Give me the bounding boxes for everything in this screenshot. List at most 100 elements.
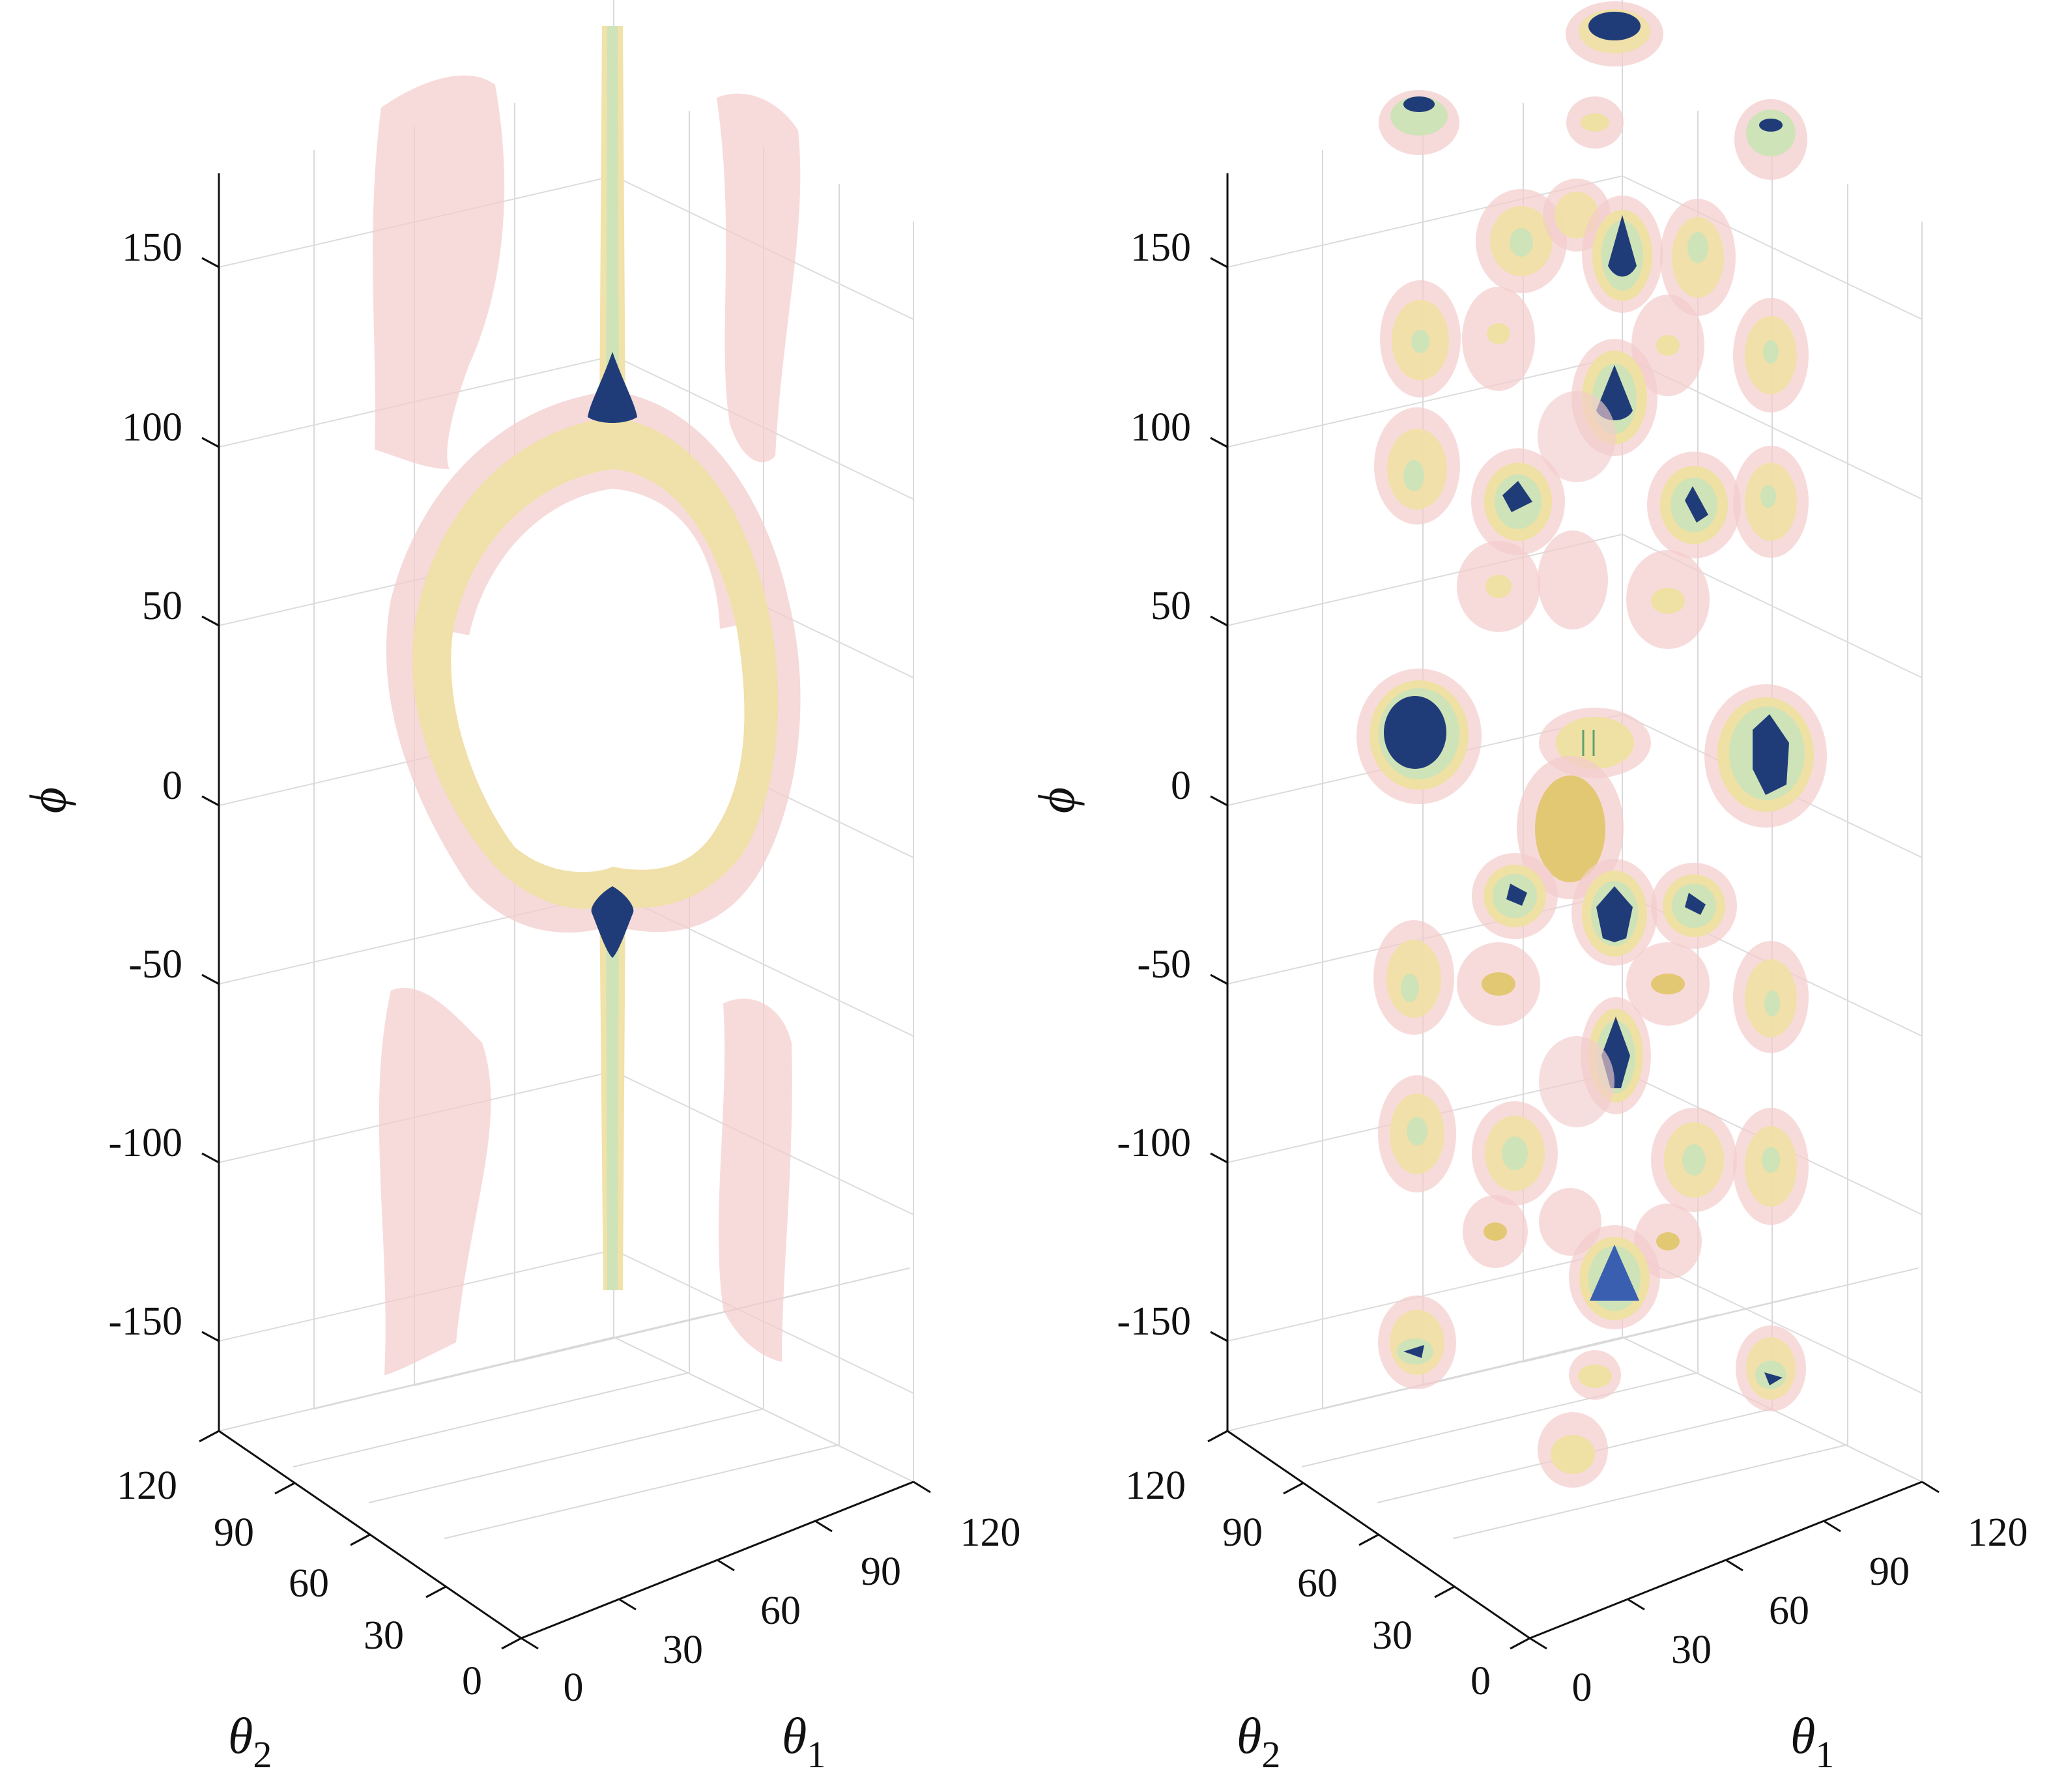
left-z-ticks — [201, 257, 220, 1342]
left-theta2-tick-120: 120 — [117, 1464, 177, 1508]
blob-60-b — [1538, 530, 1608, 629]
blob-bottom-lowest — [1538, 1412, 1608, 1488]
right-theta2-ticks — [1207, 1430, 1530, 1650]
left-pink-lobe-upper-left — [373, 75, 505, 470]
right-theta2-label-main: θ — [1237, 1707, 1261, 1764]
left-ring-hole — [451, 469, 745, 873]
left-pink-lobe-lower-right — [718, 998, 792, 1362]
left-z-tick-100: 100 — [122, 405, 182, 450]
blob-m55-c — [1626, 942, 1710, 1026]
left-theta2-tick-60: 60 — [289, 1561, 329, 1606]
left-ring-inner-blush — [453, 469, 736, 635]
right-z-tick-100: 100 — [1130, 405, 1191, 450]
left-theta1-tick-60: 60 — [760, 1589, 801, 1633]
left-theta2-tick-30: 30 — [364, 1613, 404, 1658]
left-z-tick-50: 50 — [142, 584, 182, 628]
blob-m100-d — [1733, 1108, 1809, 1225]
blob-m55-a — [1373, 920, 1454, 1035]
blob-80-a — [1374, 407, 1460, 525]
blob-m100-b — [1472, 1101, 1558, 1206]
blob-m55-d — [1733, 941, 1809, 1053]
blob-100-pink — [1538, 391, 1616, 482]
blob-120-b — [1462, 287, 1535, 391]
left-theta1-tick-30: 30 — [663, 1628, 703, 1672]
right-theta2-tick-120: 120 — [1125, 1464, 1186, 1508]
right-theta1-tick-60: 60 — [1769, 1589, 1809, 1633]
left-z-tick-minus150: -150 — [108, 1299, 182, 1344]
blob-bottom-right — [1736, 1325, 1806, 1411]
left-theta1-label-main: θ — [782, 1707, 807, 1764]
left-theta1-tick-90: 90 — [861, 1550, 901, 1594]
right-theta1-tick-90: 90 — [1869, 1550, 1910, 1594]
blob-bottom-left — [1378, 1295, 1456, 1389]
left-z-tick-0: 0 — [162, 764, 182, 808]
blob-m40-a — [1472, 853, 1558, 939]
left-core-upper — [588, 352, 637, 423]
left-theta1-ticks — [521, 1481, 931, 1650]
blob-m40-c — [1651, 863, 1737, 949]
blob-small-top — [1566, 96, 1624, 149]
left-theta1-label-sub: 1 — [807, 1733, 825, 1776]
blob-60-c — [1626, 550, 1710, 649]
right-z-ticks — [1210, 257, 1228, 1342]
left-pink-lobe-lower-left — [379, 988, 491, 1375]
left-theta1-tick-0: 0 — [564, 1666, 584, 1710]
left-panel: 150 100 50 0 -50 -100 -150 0 30 60 90 12… — [20, 0, 1021, 1776]
right-theta2-tick-60: 60 — [1297, 1561, 1338, 1606]
blob-m80-pink — [1539, 1036, 1614, 1127]
left-theta1-tick-120: 120 — [960, 1510, 1021, 1555]
left-core-lower — [591, 886, 634, 958]
blob-0-right — [1704, 684, 1827, 828]
left-theta2-label-sub: 2 — [253, 1733, 272, 1776]
right-theta1-label-sub: 1 — [1815, 1733, 1834, 1776]
right-z-tick-150: 150 — [1130, 225, 1191, 270]
left-theta2-tick-90: 90 — [214, 1510, 254, 1555]
right-theta1-tick-0: 0 — [1572, 1666, 1592, 1710]
blob-80-c — [1647, 452, 1741, 558]
left-z-tick-150: 150 — [122, 225, 182, 270]
blob-top-center — [1566, 1, 1663, 66]
right-theta1-label: θ1 — [1790, 1707, 1834, 1776]
blob-bottom-mid — [1569, 1350, 1621, 1400]
left-stem-upper-green — [606, 26, 619, 417]
blob-80-d — [1733, 446, 1809, 558]
left-z-tick-minus100: -100 — [108, 1121, 182, 1165]
blob-minus20-mid — [1517, 756, 1624, 899]
blob-top-right — [1734, 99, 1807, 180]
right-zlabel: ϕ — [1028, 787, 1085, 813]
left-theta2-ticks — [199, 1430, 522, 1650]
blob-m100-c — [1651, 1108, 1737, 1212]
blob-top-left — [1379, 90, 1459, 155]
right-z-tick-0: 0 — [1171, 764, 1191, 808]
left-theta2-label-main: θ — [228, 1707, 253, 1764]
left-isosurface-shell — [373, 26, 801, 1375]
right-theta1-tick-30: 30 — [1671, 1628, 1712, 1672]
left-theta2-tick-0: 0 — [462, 1659, 482, 1703]
blob-m100-a — [1378, 1075, 1456, 1192]
blob-150-d — [1660, 199, 1736, 316]
blob-m150-core — [1569, 1225, 1660, 1329]
blob-80-b — [1471, 448, 1565, 555]
left-theta1-label: θ1 — [782, 1707, 825, 1776]
right-panel: 150 100 50 0 -50 -100 -150 0 30 60 90 12… — [1028, 0, 2028, 1776]
right-z-tick-minus100: -100 — [1117, 1121, 1191, 1165]
right-theta2-label: θ2 — [1237, 1707, 1280, 1776]
right-z-tick-50: 50 — [1151, 584, 1191, 628]
right-theta2-tick-30: 30 — [1372, 1613, 1413, 1658]
left-pink-lobe-upper-right — [717, 93, 801, 463]
blob-120-a — [1380, 280, 1461, 397]
blob-m40-core — [1571, 859, 1657, 966]
left-z-tick-minus50: -50 — [128, 942, 182, 987]
right-z-tick-minus50: -50 — [1137, 942, 1191, 987]
blob-60-a — [1457, 541, 1540, 632]
right-theta2-tick-90: 90 — [1222, 1510, 1263, 1555]
blob-150-core — [1582, 195, 1663, 313]
right-theta1-label-main: θ — [1790, 1707, 1815, 1764]
right-theta2-tick-0: 0 — [1470, 1659, 1491, 1703]
left-stem-lower-green — [606, 899, 619, 1290]
left-zlabel: ϕ — [20, 787, 76, 813]
blob-m55-b — [1457, 942, 1540, 1026]
right-theta2-label-sub: 2 — [1261, 1733, 1280, 1776]
right-isosurface-blobs — [1356, 1, 1827, 1488]
